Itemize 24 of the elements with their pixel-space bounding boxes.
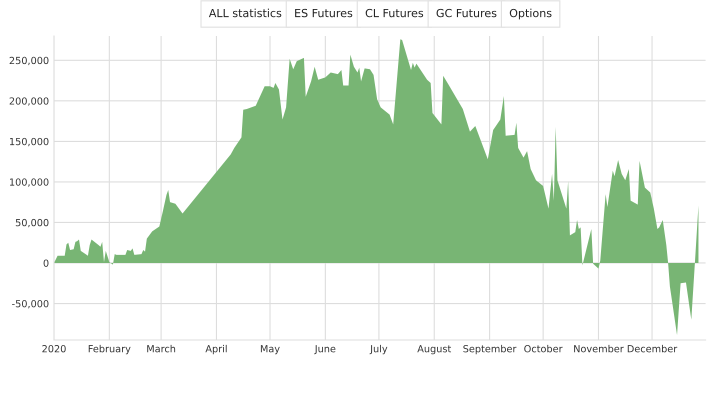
text: ALL statistics (208, 8, 282, 18)
x-tick-label: April (205, 344, 227, 354)
x-tick-label: May (260, 345, 280, 354)
y-tick-label: 100,000 (10, 178, 48, 187)
y-tick-label: 150,000 (10, 138, 48, 146)
text: CL Futures (366, 8, 424, 18)
x-tick-label: August (417, 345, 452, 354)
x-tick-label: March (147, 344, 176, 352)
x-tick-label: September (463, 344, 516, 354)
x-tick-label: July (370, 344, 388, 354)
text: GC Futures (436, 8, 496, 18)
text: Options (510, 8, 552, 20)
x-tick-label: 2020 (42, 345, 66, 352)
x-tick-label: October (524, 344, 563, 352)
x-tick-label: December (628, 344, 678, 352)
x-tick-label: February (88, 344, 131, 354)
y-tick-label: 250,000 (10, 56, 48, 66)
y-tick-label: 0 (44, 259, 48, 267)
y-tick-label: -50,000 (12, 300, 48, 308)
x-tick-label: November (574, 344, 624, 352)
y-tick-label: 200,000 (10, 97, 48, 106)
text: ES Futures (295, 8, 352, 18)
x-tick-label: June (314, 345, 336, 354)
y-tick-label: 50,000 (16, 218, 48, 228)
